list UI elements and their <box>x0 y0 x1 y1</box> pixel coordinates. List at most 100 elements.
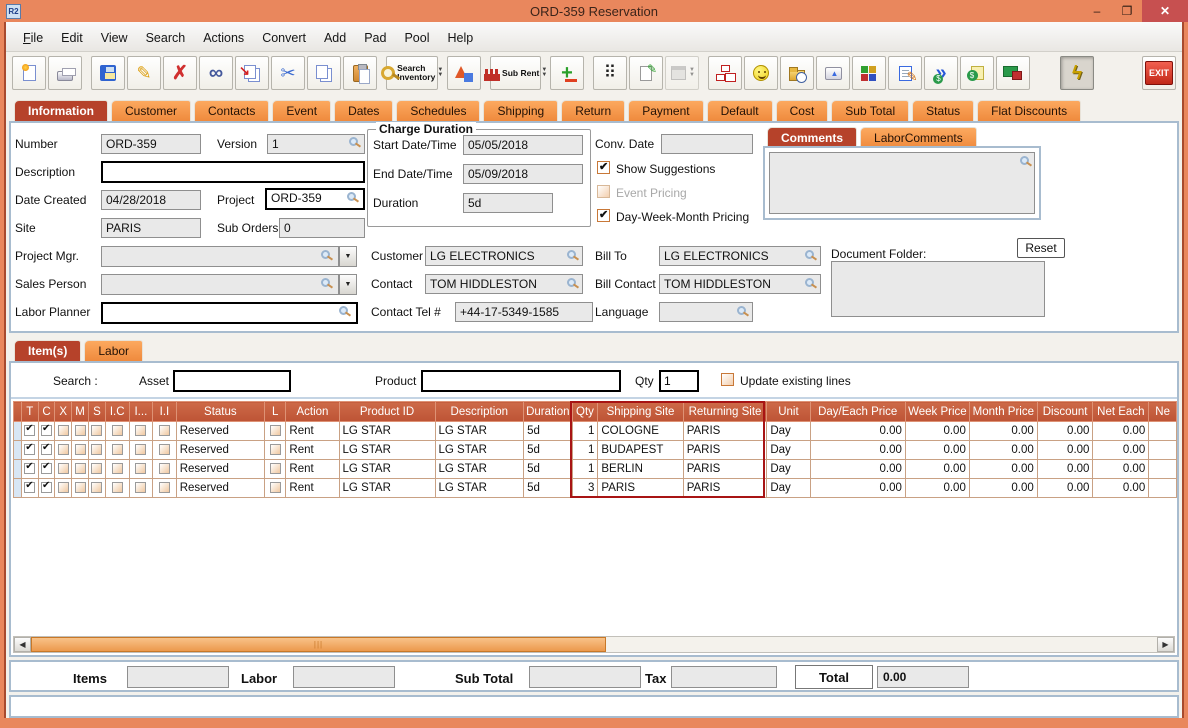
cell-unit[interactable]: Day <box>766 440 811 460</box>
availability-button[interactable] <box>593 56 627 90</box>
dwm-pricing-checkbox[interactable] <box>597 208 610 222</box>
row-checkbox-i-i[interactable] <box>158 425 170 437</box>
org-chart-button[interactable] <box>708 56 742 90</box>
column-header-i[interactable]: I... <box>128 401 154 422</box>
menu-item-file[interactable]: File <box>23 31 44 45</box>
cell-i-c[interactable] <box>104 459 130 479</box>
cell-product-id[interactable]: LG STAR <box>338 440 436 460</box>
column-header-i-c[interactable]: I.C <box>104 401 130 422</box>
delete-button[interactable] <box>163 56 197 90</box>
cell-l[interactable] <box>263 459 287 479</box>
cell-c[interactable] <box>37 459 56 479</box>
version-field[interactable]: 1 <box>267 134 365 154</box>
row-checkbox-i-i[interactable] <box>158 463 170 475</box>
contact-tel-field[interactable]: +44-17-5349-1585 <box>455 302 593 322</box>
column-header-ne[interactable]: Ne <box>1148 401 1177 422</box>
cell-action[interactable]: Rent <box>285 459 340 479</box>
cell-shipping-site[interactable]: BERLIN <box>597 459 684 479</box>
copy-lines-button[interactable] <box>235 56 269 90</box>
site-field[interactable]: PARIS <box>101 218 201 238</box>
menu-item-convert[interactable]: Convert <box>262 31 306 45</box>
cell-ne[interactable] <box>1148 478 1177 498</box>
sub-rent-button[interactable]: Sub Rent ▼ ▼ <box>484 56 547 90</box>
cell-month-price[interactable]: 0.00 <box>968 440 1038 460</box>
cell-status[interactable]: Reserved <box>175 459 265 479</box>
cell-action[interactable]: Rent <box>285 421 340 441</box>
tab-contacts[interactable]: Contacts <box>194 100 270 121</box>
cell-returning-site[interactable]: PARIS <box>682 478 768 498</box>
conv-date-field[interactable] <box>661 134 753 154</box>
shapes-button[interactable] <box>447 56 482 90</box>
cell-unit[interactable]: Day <box>766 421 811 441</box>
save-button[interactable] <box>91 56 125 90</box>
end-date-field[interactable]: 05/09/2018 <box>463 164 583 184</box>
column-header-x[interactable]: X <box>54 401 73 422</box>
cell-i-c[interactable] <box>104 440 130 460</box>
column-header-day-each-price[interactable]: Day/Each Price <box>809 401 906 422</box>
cell-unit[interactable]: Day <box>766 459 811 479</box>
bill-to-search-icon[interactable] <box>805 250 814 259</box>
chevron-down-icon[interactable]: ▼ ▼ <box>437 67 444 78</box>
row-checkbox-i-c[interactable] <box>111 425 123 437</box>
column-header-week-price[interactable]: Week Price <box>904 401 970 422</box>
cell-s[interactable] <box>88 478 106 498</box>
tab-return[interactable]: Return <box>561 100 626 121</box>
cell-l[interactable] <box>263 440 287 460</box>
cell-x[interactable] <box>54 459 73 479</box>
cell-shipping-site[interactable]: BUDAPEST <box>597 440 684 460</box>
bill-contact-field[interactable]: TOM HIDDLESTON <box>659 274 821 294</box>
project-mgr-dropdown[interactable]: ▼ <box>339 246 357 267</box>
column-header-description[interactable]: Description <box>434 401 525 422</box>
cell-s[interactable] <box>88 421 106 441</box>
cell-discount[interactable]: 0.00 <box>1036 421 1094 441</box>
cell-description[interactable]: LG STAR <box>434 459 525 479</box>
column-header-returning-site[interactable]: Returning Site <box>682 401 768 422</box>
row-checkbox-i-c[interactable] <box>111 482 123 494</box>
row-checkbox-t[interactable] <box>24 442 36 456</box>
row-checkbox-m[interactable] <box>74 425 86 437</box>
edit-button[interactable] <box>127 56 161 90</box>
cell-s[interactable] <box>88 459 106 479</box>
tab-laborcomments[interactable]: LaborComments <box>860 127 977 148</box>
tab-flat-discounts[interactable]: Flat Discounts <box>977 100 1082 121</box>
cell-t[interactable] <box>20 478 39 498</box>
column-header-discount[interactable]: Discount <box>1036 401 1094 422</box>
cell-x[interactable] <box>54 478 73 498</box>
calendar-button[interactable]: ▼ ▼ <box>665 56 699 90</box>
cell-t[interactable] <box>20 440 39 460</box>
cell-product-id[interactable]: LG STAR <box>338 421 436 441</box>
menu-item-add[interactable]: Add <box>323 31 347 45</box>
row-checkbox-i-c[interactable] <box>111 444 123 456</box>
cell-l[interactable] <box>263 421 287 441</box>
cell-shipping-site[interactable]: COLOGNE <box>597 421 684 441</box>
row-checkbox-c[interactable] <box>40 480 52 494</box>
column-header-qty[interactable]: Qty <box>571 401 599 422</box>
project-mgr-search-icon[interactable] <box>321 250 330 259</box>
cell-i[interactable] <box>128 478 154 498</box>
project-search-icon[interactable] <box>347 192 356 201</box>
row-checkbox-s[interactable] <box>91 463 103 475</box>
cell-m[interactable] <box>71 459 90 479</box>
tab-labor[interactable]: Labor <box>84 340 144 361</box>
update-existing-lines-checkbox[interactable] <box>721 373 734 386</box>
number-field[interactable]: ORD-359 <box>101 134 201 154</box>
cell-status[interactable]: Reserved <box>175 440 265 460</box>
column-header-t[interactable]: T <box>20 401 39 422</box>
cell-status[interactable]: Reserved <box>175 421 265 441</box>
cell-duration[interactable]: 5d <box>523 478 573 498</box>
menu-item-help[interactable]: Help <box>447 31 474 45</box>
cell-duration[interactable]: 5d <box>523 440 573 460</box>
cell-shipping-site[interactable]: PARIS <box>597 478 684 498</box>
notes-button[interactable] <box>629 56 663 90</box>
row-checkbox-l[interactable] <box>269 482 281 494</box>
cell-i-i[interactable] <box>152 459 177 479</box>
column-header-unit[interactable]: Unit <box>766 401 811 422</box>
cell-l[interactable] <box>263 478 287 498</box>
sales-person-search-icon[interactable] <box>321 278 330 287</box>
cell-returning-site[interactable]: PARIS <box>682 421 768 441</box>
tab-comments[interactable]: Comments <box>767 127 858 148</box>
cell-s[interactable] <box>88 440 106 460</box>
description-field[interactable] <box>101 161 365 183</box>
